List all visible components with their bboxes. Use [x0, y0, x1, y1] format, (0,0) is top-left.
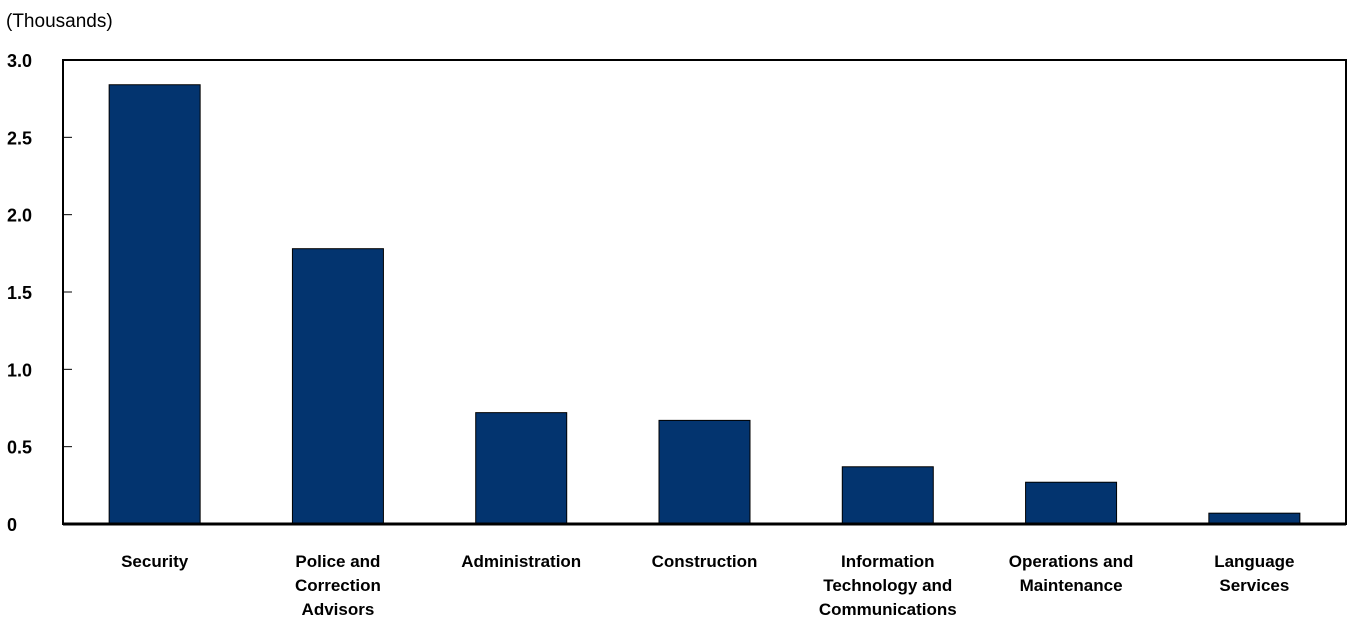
bar	[108, 84, 201, 525]
x-category-label: Administration	[461, 552, 581, 571]
x-category-label-line: Administration	[461, 552, 581, 571]
bar	[841, 466, 934, 525]
y-tick-label: 2.5	[7, 128, 32, 148]
x-category-label-line: Services	[1219, 576, 1289, 595]
x-category-label: Information Technology and Communications	[819, 552, 957, 619]
bar	[1025, 481, 1118, 525]
x-category-label-line: Construction	[652, 552, 758, 571]
bar	[1208, 512, 1301, 525]
x-category-label: Operations and Maintenance	[1009, 552, 1134, 595]
x-category-label-line: Security	[121, 552, 189, 571]
x-category-label-line: Advisors	[302, 600, 375, 619]
y-unit-label: (Thousands)	[6, 11, 113, 32]
y-tick-label: 0.5	[7, 438, 32, 458]
bar	[475, 412, 568, 525]
y-tick-label: 2.0	[7, 206, 32, 226]
x-category-label-line: Communications	[819, 600, 957, 619]
y-tick-label: 1.0	[7, 360, 32, 380]
category-labels: Security Police and Correction Advisors Admi…	[121, 552, 1294, 619]
x-category-label: Construction	[652, 552, 758, 571]
bar	[291, 248, 384, 525]
x-category-label: Police and Correction Advisors	[295, 552, 381, 619]
x-category-label-line: Information	[841, 552, 935, 571]
x-category-label: Security	[121, 552, 189, 571]
bars	[108, 84, 1301, 525]
x-category-label-line: Technology and	[823, 576, 952, 595]
y-tick-label: 0	[7, 515, 17, 535]
bar	[658, 419, 751, 525]
x-category-label: Language Services	[1214, 552, 1294, 595]
y-tick-label: 1.5	[7, 283, 32, 303]
x-category-label-line: Correction	[295, 576, 381, 595]
x-category-label-line: Language	[1214, 552, 1294, 571]
x-category-label-line: Maintenance	[1020, 576, 1123, 595]
y-tick-label: 3.0	[7, 51, 32, 71]
y-axis-ticks: 0 0.5 1.0 1.5 2.0 2.5 3.0	[7, 51, 72, 535]
x-category-label-line: Police and	[295, 552, 380, 571]
x-category-label-line: Operations and	[1009, 552, 1134, 571]
